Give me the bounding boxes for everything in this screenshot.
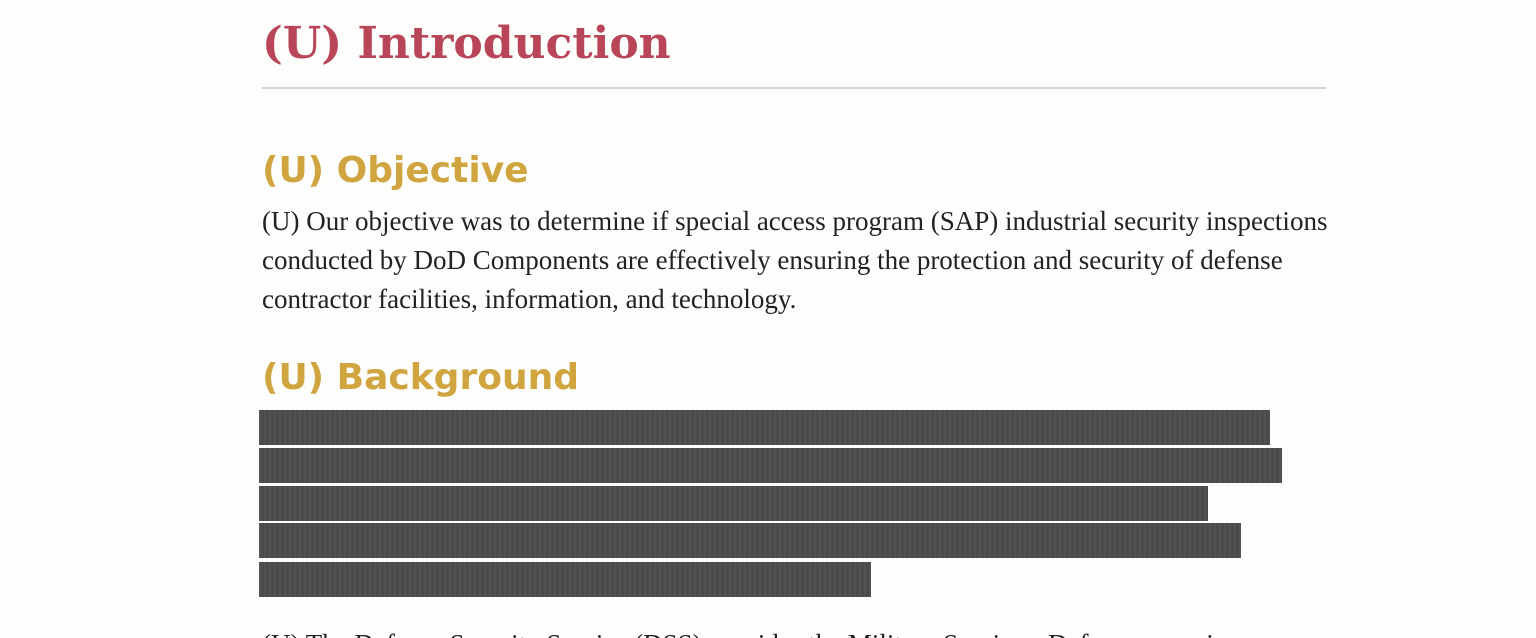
redaction-block <box>259 486 1208 521</box>
page-title: (U) Introduction <box>262 18 671 69</box>
background-paragraph-partial: (U) The Defense Security Service (DSS) p… <box>262 625 1322 638</box>
redaction-block <box>259 562 871 597</box>
redaction-block <box>259 410 1270 445</box>
objective-heading: (U) Objective <box>262 150 529 191</box>
background-heading: (U) Background <box>262 357 579 398</box>
redaction-block <box>259 448 1282 483</box>
objective-paragraph: (U) Our objective was to determine if sp… <box>262 206 1328 314</box>
redaction-block <box>259 523 1241 558</box>
title-divider <box>262 87 1326 89</box>
